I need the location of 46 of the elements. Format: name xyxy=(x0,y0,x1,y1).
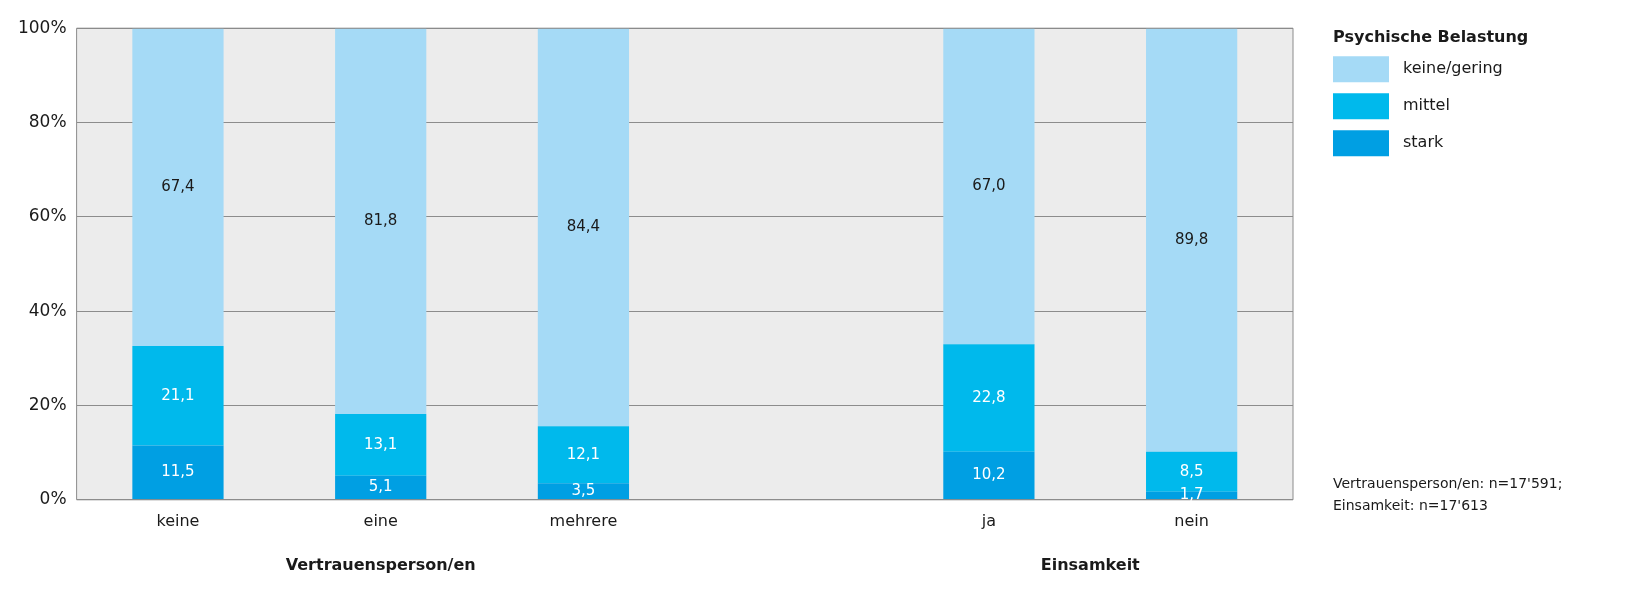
y-tick-label: 40% xyxy=(28,299,67,320)
data-label: 3,5 xyxy=(571,481,596,500)
data-label: 67,4 xyxy=(161,177,195,196)
x-tick-label: ja xyxy=(980,510,997,530)
data-label: 11,5 xyxy=(161,462,195,481)
x-tick-label: mehrere xyxy=(549,510,618,530)
data-label: 1,7 xyxy=(1179,485,1204,504)
y-tick-label: 0% xyxy=(39,488,67,509)
x-tick-label: eine xyxy=(363,510,398,530)
bar xyxy=(335,28,427,414)
y-tick-label: 20% xyxy=(28,393,67,414)
data-label: 84,4 xyxy=(566,217,601,236)
bar xyxy=(943,451,1035,500)
data-label: 67,0 xyxy=(972,176,1006,195)
data-label: 12,1 xyxy=(566,444,601,463)
data-label: 22,8 xyxy=(972,387,1006,406)
legend-label: stark xyxy=(1403,132,1444,152)
data-label: 21,1 xyxy=(161,385,195,404)
bar xyxy=(1146,28,1238,452)
y-tick-label: 80% xyxy=(28,110,67,131)
bar xyxy=(537,483,630,500)
text: Vertrauensperson/en xyxy=(285,554,476,574)
text: Vertrauensperson/en: n=17'591; Einsamkeit: n=17'613 xyxy=(1333,474,1563,513)
bar xyxy=(132,445,224,500)
text: Einsamkeit xyxy=(1040,554,1141,574)
bar xyxy=(335,475,427,500)
data-label: 10,2 xyxy=(972,465,1006,484)
y-tick-label: 100% xyxy=(17,16,67,37)
bar xyxy=(537,28,630,427)
legend-label: mittel xyxy=(1403,95,1450,115)
data-label: 8,5 xyxy=(1179,461,1204,480)
bar xyxy=(132,346,224,446)
data-label: 81,8 xyxy=(364,210,398,229)
bar xyxy=(335,413,427,476)
legend-title: Psychische Belastung xyxy=(1333,27,1529,47)
legend-label: keine/gering xyxy=(1403,58,1503,78)
bar xyxy=(943,28,1035,345)
bar xyxy=(537,426,630,484)
bar xyxy=(943,344,1035,452)
bar xyxy=(132,28,224,347)
y-tick-label: 60% xyxy=(28,205,67,226)
data-label: 13,1 xyxy=(364,434,398,453)
data-label: 89,8 xyxy=(1174,229,1209,248)
x-tick-label: keine xyxy=(156,510,200,530)
x-tick-label: nein xyxy=(1174,510,1209,530)
data-label: 5,1 xyxy=(368,477,393,496)
